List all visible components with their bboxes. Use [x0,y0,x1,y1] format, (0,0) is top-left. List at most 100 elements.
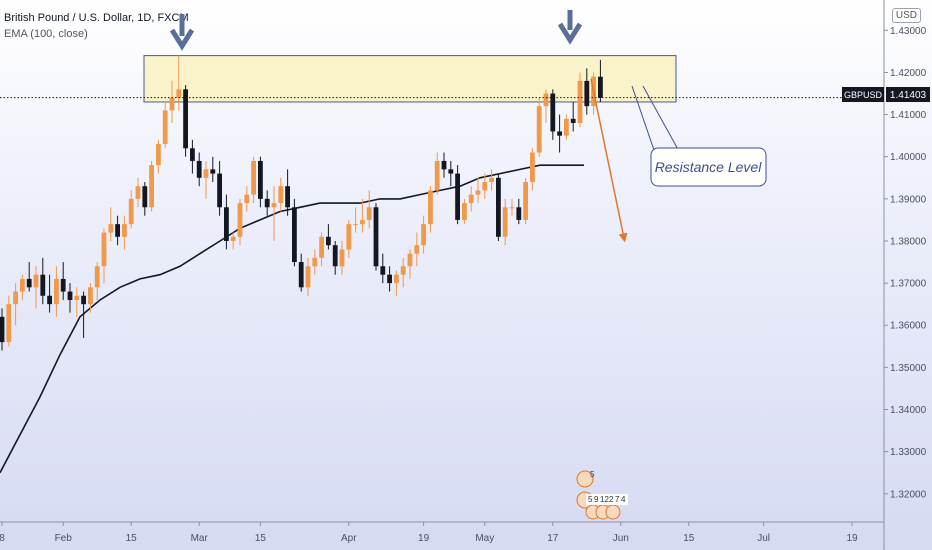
candle[interactable] [550,89,556,140]
candle[interactable] [530,148,535,191]
candle[interactable] [251,156,256,204]
candle[interactable] [115,215,120,246]
candle[interactable] [13,283,18,326]
candle[interactable] [162,101,168,149]
candle[interactable] [353,207,358,233]
candle[interactable] [176,55,182,111]
candle[interactable] [20,274,25,300]
indicator-label[interactable]: EMA (100, close) [4,28,88,40]
candle[interactable] [305,257,311,296]
candle[interactable] [244,186,250,212]
price-tag[interactable]: GBPUSD 1.41403 [842,87,930,102]
candle[interactable] [81,291,86,338]
candle[interactable] [0,308,5,351]
candle[interactable] [26,262,32,292]
candle[interactable] [387,266,392,292]
candle[interactable] [360,198,365,233]
candle[interactable] [496,173,501,241]
projection-arrow[interactable] [590,78,628,243]
candle[interactable] [108,207,114,241]
candle[interactable] [434,152,440,195]
candle[interactable] [373,203,379,271]
candle[interactable] [482,173,488,199]
candle[interactable] [285,169,290,216]
candle[interactable] [366,190,372,229]
candle[interactable] [88,283,93,313]
candle[interactable] [40,257,46,305]
currency-badge[interactable]: USD [891,8,921,23]
candle[interactable] [278,177,284,212]
candle[interactable] [217,160,222,216]
candle[interactable] [564,114,569,140]
candle[interactable] [47,274,52,313]
candle[interactable] [462,198,467,225]
candle[interactable] [332,240,338,275]
candle[interactable] [190,139,195,174]
candle[interactable] [489,169,494,191]
candle[interactable] [346,219,352,258]
event-markers[interactable]: 5 5 9 12 2 7 4 [576,470,628,520]
candle[interactable] [557,114,562,153]
candle[interactable] [326,224,331,250]
candle[interactable] [237,198,243,246]
candle[interactable] [74,287,80,317]
candle[interactable] [169,80,175,124]
resistance-callout[interactable]: Resistance Level [631,85,767,187]
candle[interactable] [135,177,141,208]
candle[interactable] [292,198,297,267]
candle[interactable] [570,101,576,132]
candle[interactable] [584,68,590,115]
candle[interactable] [210,156,216,183]
symbol-title[interactable]: British Pound / U.S. Dollar, 1D, FXCM [4,12,189,24]
ema-line[interactable] [0,164,584,474]
candle[interactable] [230,232,236,250]
candle[interactable] [468,186,474,212]
down-arrow-right[interactable] [557,10,583,45]
candle[interactable] [509,198,515,216]
candle[interactable] [598,59,603,102]
candle[interactable] [94,262,100,300]
candle[interactable] [203,160,209,199]
resistance-zone[interactable] [143,55,677,103]
candle[interactable] [502,198,508,246]
candle[interactable] [380,253,386,284]
candle[interactable] [543,89,549,124]
candle[interactable] [156,139,161,174]
candle[interactable] [183,85,188,157]
candle[interactable] [128,190,134,229]
candle[interactable] [196,152,202,187]
candle[interactable] [475,177,481,204]
candle[interactable] [455,165,460,225]
candle[interactable] [577,72,583,128]
down-arrow-left[interactable] [169,14,195,51]
candle[interactable] [319,232,324,267]
candle[interactable] [441,152,447,178]
candle[interactable] [101,228,107,284]
candle[interactable] [258,156,263,208]
candle[interactable] [142,182,148,216]
candle[interactable] [312,249,318,275]
candle[interactable] [523,177,528,225]
candle[interactable] [407,249,413,279]
candle[interactable] [224,194,229,250]
candle[interactable] [516,198,522,225]
candle[interactable] [149,160,154,212]
candle[interactable] [67,283,73,313]
candle[interactable] [264,190,270,216]
candle[interactable] [339,240,345,275]
candle[interactable] [400,257,406,288]
candle[interactable] [421,215,426,254]
candle[interactable] [448,160,454,187]
candle[interactable] [298,253,304,292]
candle[interactable] [54,266,59,317]
candle[interactable] [536,97,542,157]
candle[interactable] [60,262,66,300]
candle[interactable] [414,232,420,267]
candle[interactable] [394,270,399,296]
candle[interactable] [271,186,277,241]
candle[interactable] [6,295,12,347]
candle[interactable] [428,186,433,233]
candle[interactable] [33,266,39,309]
candle[interactable] [122,215,127,250]
